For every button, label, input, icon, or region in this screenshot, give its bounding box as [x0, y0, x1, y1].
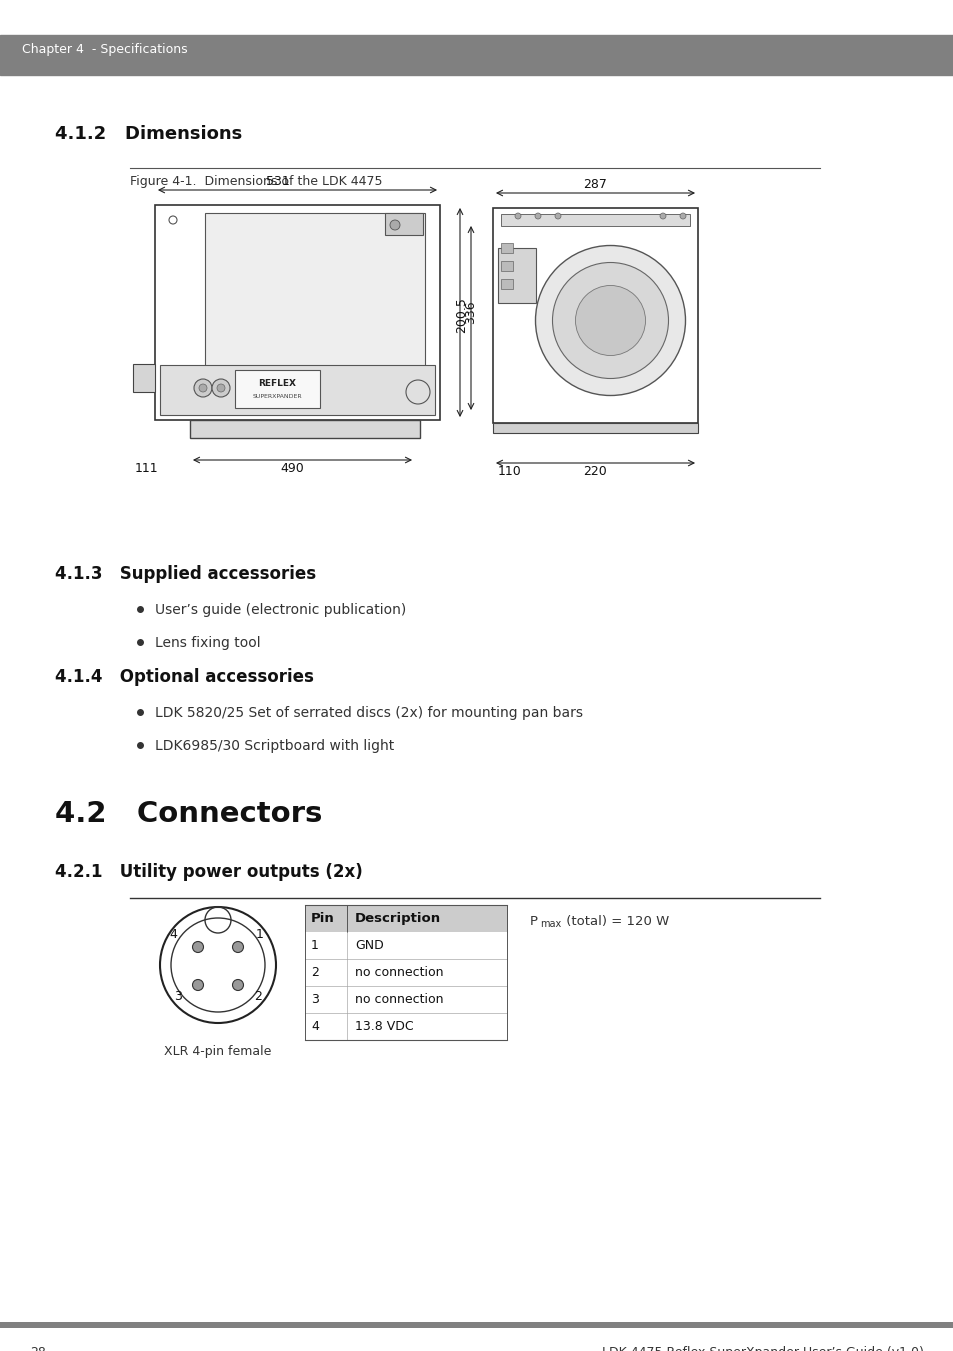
Text: (total) = 120 W: (total) = 120 W	[561, 915, 669, 928]
Text: 2: 2	[253, 990, 262, 1004]
Text: GND: GND	[355, 939, 383, 952]
Circle shape	[233, 942, 243, 952]
Circle shape	[679, 213, 685, 219]
Bar	[234, 370, 319, 408]
Text: 336: 336	[463, 301, 476, 324]
Text: 4: 4	[169, 928, 176, 942]
Text: no connection: no connection	[355, 966, 443, 979]
Bar	[305, 959, 506, 986]
Text: P: P	[530, 915, 537, 928]
Circle shape	[659, 213, 665, 219]
Text: Lens fixing tool: Lens fixing tool	[154, 636, 260, 650]
Circle shape	[575, 285, 645, 355]
Bar	[493, 423, 698, 434]
Text: User’s guide (electronic publication): User’s guide (electronic publication)	[154, 603, 406, 617]
Text: Chapter 4  - Specifications: Chapter 4 - Specifications	[22, 43, 188, 57]
Text: 4.1.3   Supplied accessories: 4.1.3 Supplied accessories	[55, 565, 315, 584]
Text: REFLEX: REFLEX	[258, 380, 296, 389]
Bar	[385, 213, 422, 235]
Circle shape	[193, 942, 203, 952]
Text: 490: 490	[280, 462, 304, 476]
Text: 110: 110	[497, 465, 521, 478]
Circle shape	[212, 380, 230, 397]
Circle shape	[233, 979, 243, 990]
Bar	[160, 365, 435, 415]
Bar	[500, 261, 513, 272]
Text: 3: 3	[173, 990, 182, 1004]
Text: no connection: no connection	[355, 993, 443, 1006]
Text: 3: 3	[311, 993, 318, 1006]
Text: Figure 4-1.  Dimensions of the LDK 4475: Figure 4-1. Dimensions of the LDK 4475	[130, 176, 382, 188]
Circle shape	[216, 384, 225, 392]
Bar	[305, 905, 506, 932]
Text: 4.2.1   Utility power outputs (2x): 4.2.1 Utility power outputs (2x)	[55, 863, 362, 881]
Bar	[205, 213, 424, 373]
Text: 4.1.4   Optional accessories: 4.1.4 Optional accessories	[55, 667, 314, 686]
Bar	[0, 1323, 953, 1328]
Text: XLR 4-pin female: XLR 4-pin female	[164, 1046, 272, 1058]
Circle shape	[555, 213, 560, 219]
Circle shape	[193, 979, 203, 990]
Text: 531: 531	[265, 176, 289, 188]
Text: 28: 28	[30, 1346, 46, 1351]
Text: 4: 4	[311, 1020, 318, 1034]
Text: LDK 4475 Reflex SuperXpander User’s Guide (v1.0): LDK 4475 Reflex SuperXpander User’s Guid…	[601, 1346, 923, 1351]
Bar	[190, 420, 419, 438]
Text: 1: 1	[255, 928, 264, 942]
Bar	[132, 363, 154, 392]
Text: 2: 2	[311, 966, 318, 979]
Bar	[0, 35, 953, 76]
Text: 13.8 VDC: 13.8 VDC	[355, 1020, 414, 1034]
Text: Pin: Pin	[311, 912, 335, 925]
Text: 200.5: 200.5	[455, 297, 468, 334]
Circle shape	[552, 262, 668, 378]
Text: 1: 1	[311, 939, 318, 952]
Text: 4.1.2   Dimensions: 4.1.2 Dimensions	[55, 126, 242, 143]
Text: SUPERXPANDER: SUPERXPANDER	[253, 394, 302, 400]
Text: LDK 5820/25 Set of serrated discs (2x) for mounting pan bars: LDK 5820/25 Set of serrated discs (2x) f…	[154, 707, 582, 720]
Text: 220: 220	[583, 465, 607, 478]
Text: 4.2   Connectors: 4.2 Connectors	[55, 800, 322, 828]
Bar	[500, 243, 513, 253]
Bar	[493, 208, 698, 423]
Bar	[500, 280, 513, 289]
Text: max: max	[539, 919, 560, 929]
Circle shape	[535, 246, 685, 396]
Circle shape	[193, 380, 212, 397]
Bar	[305, 932, 506, 959]
Text: LDK6985/30 Scriptboard with light: LDK6985/30 Scriptboard with light	[154, 739, 394, 753]
Text: 287: 287	[583, 178, 607, 190]
Text: Description: Description	[355, 912, 440, 925]
Bar	[305, 986, 506, 1013]
Bar	[305, 1013, 506, 1040]
Circle shape	[199, 384, 207, 392]
Circle shape	[515, 213, 520, 219]
Circle shape	[390, 220, 399, 230]
Circle shape	[535, 213, 540, 219]
Bar	[500, 213, 689, 226]
Text: 111: 111	[135, 462, 158, 476]
Bar	[497, 249, 536, 303]
Bar	[154, 205, 439, 420]
